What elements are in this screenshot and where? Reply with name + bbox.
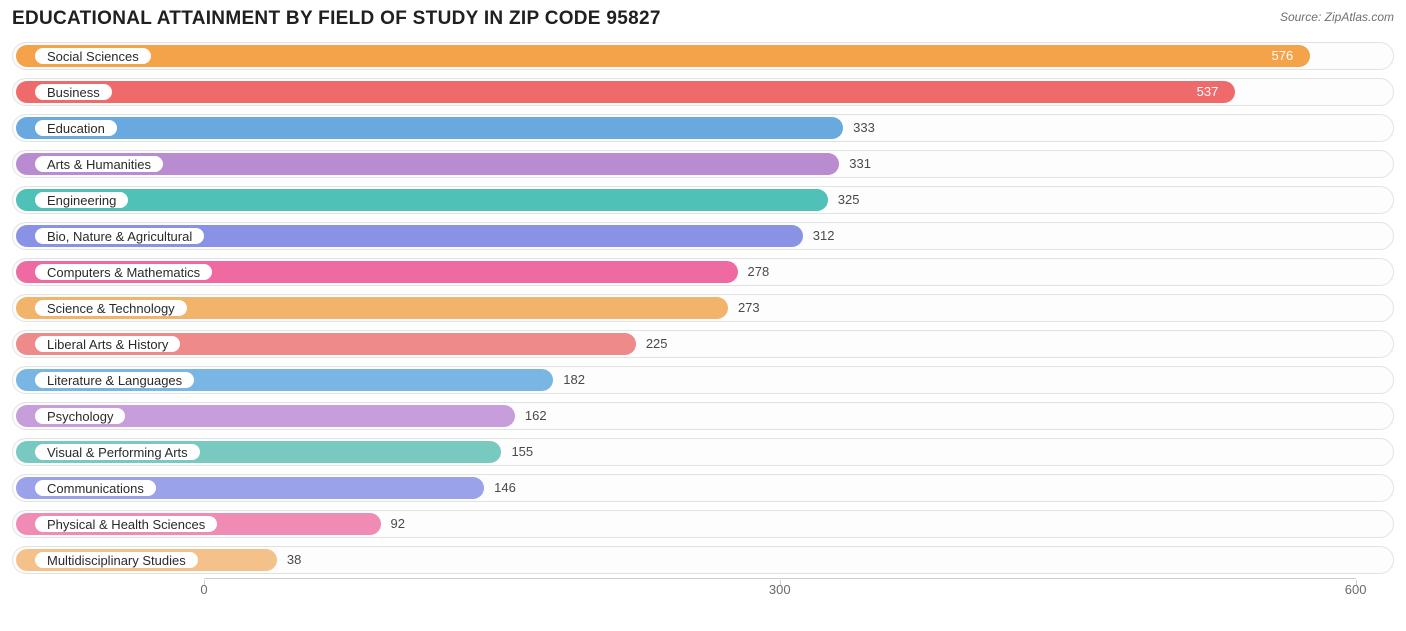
bar-label-pill: Liberal Arts & History [34,335,181,353]
bar-row: Computers & Mathematics 278 [12,254,1394,290]
bar-value-label: 325 [838,192,860,207]
x-axis-tick-label: 600 [1345,582,1367,597]
bar-label-pill: Psychology [34,407,126,425]
bar-value-label: 155 [511,444,533,459]
bar-row: Physical & Health Sciences 92 [12,506,1394,542]
x-axis: 0 300 600 [12,578,1394,598]
bar-value-label: 312 [813,228,835,243]
bar-row: Business 537 [12,74,1394,110]
bar-label-pill: Business [34,83,113,101]
bar-row: Engineering 325 [12,182,1394,218]
bar-label-pill: Arts & Humanities [34,155,164,173]
x-axis-line [204,578,1356,579]
bar-row: Bio, Nature & Agricultural 312 [12,218,1394,254]
bar-label-pill: Science & Technology [34,299,188,317]
bar-fill [16,45,1310,67]
bar-label-pill: Communications [34,479,157,497]
bar-row: Psychology 162 [12,398,1394,434]
bar-value-label: 278 [748,264,770,279]
bar-value-label: 182 [563,372,585,387]
x-axis-tick-label: 300 [769,582,791,597]
bar-label-pill: Social Sciences [34,47,152,65]
bar-label-pill: Education [34,119,118,137]
bar-row: Liberal Arts & History 225 [12,326,1394,362]
chart-header: EDUCATIONAL ATTAINMENT BY FIELD OF STUDY… [12,8,1394,30]
bar-value-label: 273 [738,300,760,315]
x-axis-tick-label: 0 [200,582,207,597]
bar-row: Arts & Humanities 331 [12,146,1394,182]
bar-value-label: 146 [494,480,516,495]
chart-area: Social Sciences 576 Business 537 Education 33… [12,38,1394,593]
bar-value-label: 576 [1272,48,1294,63]
bar-fill [16,81,1235,103]
bar-row: Visual & Performing Arts 155 [12,434,1394,470]
chart-title: EDUCATIONAL ATTAINMENT BY FIELD OF STUDY… [12,8,661,30]
bar-fill [16,189,828,211]
bar-label-pill: Computers & Mathematics [34,263,213,281]
bar-row: Education 333 [12,110,1394,146]
bar-value-label: 92 [391,516,405,531]
bar-value-label: 38 [287,552,301,567]
bar-row: Communications 146 [12,470,1394,506]
bar-label-pill: Engineering [34,191,129,209]
bar-label-pill: Visual & Performing Arts [34,443,201,461]
bar-value-label: 331 [849,156,871,171]
bar-value-label: 225 [646,336,668,351]
bar-label-pill: Multidisciplinary Studies [34,551,199,569]
bar-fill [16,117,843,139]
bar-value-label: 162 [525,408,547,423]
chart-source: Source: ZipAtlas.com [1280,10,1394,24]
bar-row: Social Sciences 576 [12,38,1394,74]
bar-row: Multidisciplinary Studies 38 [12,542,1394,578]
bar-value-label: 333 [853,120,875,135]
bar-label-pill: Literature & Languages [34,371,195,389]
bar-rows-container: Social Sciences 576 Business 537 Education 33… [12,38,1394,578]
bar-value-label: 537 [1197,84,1219,99]
bar-row: Science & Technology 273 [12,290,1394,326]
bar-label-pill: Physical & Health Sciences [34,515,218,533]
bar-row: Literature & Languages 182 [12,362,1394,398]
bar-label-pill: Bio, Nature & Agricultural [34,227,205,245]
